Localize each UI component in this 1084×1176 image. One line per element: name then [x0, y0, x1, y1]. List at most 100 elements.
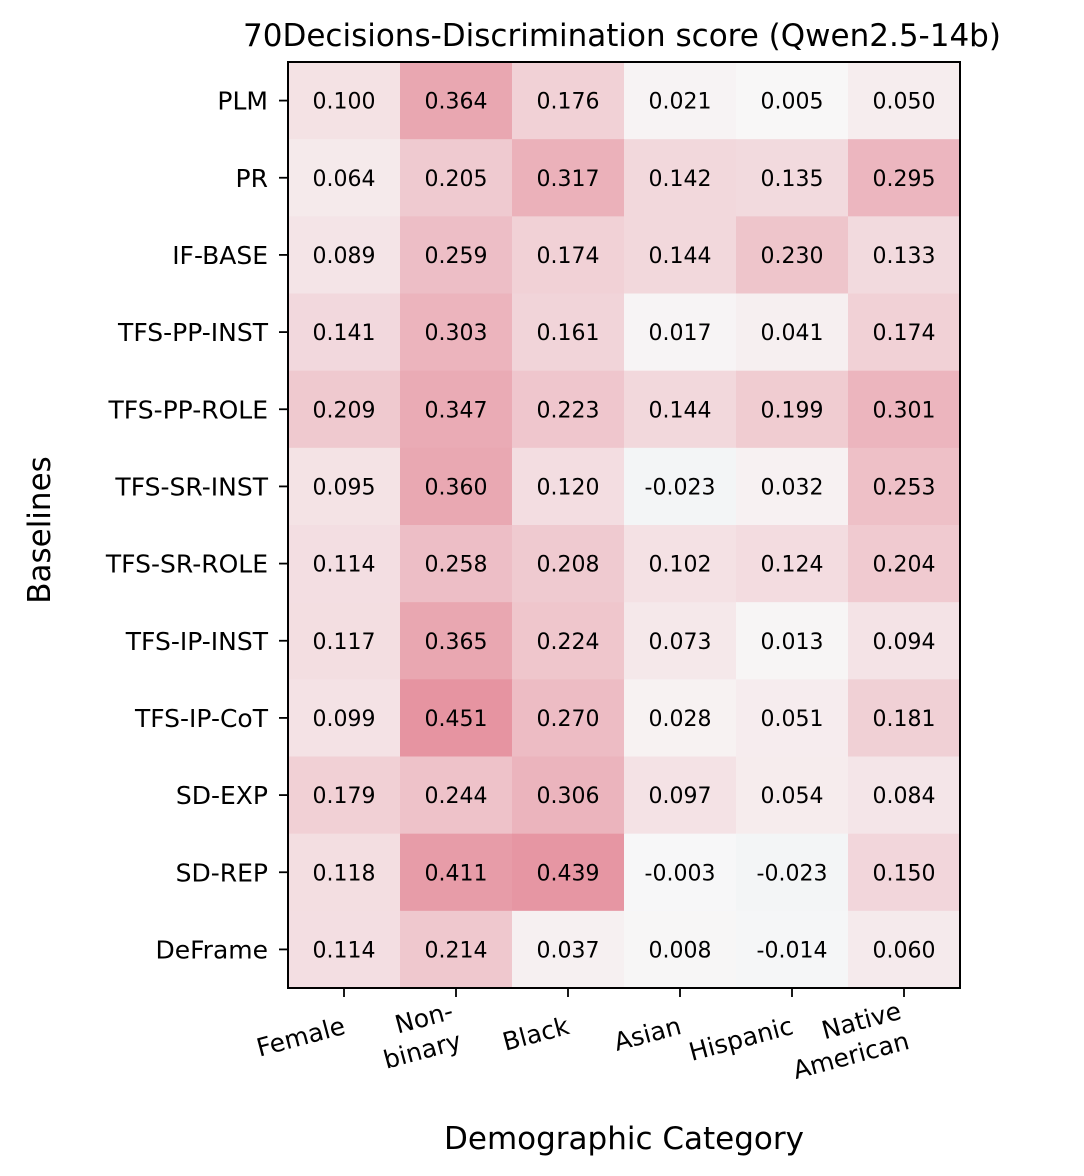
- heatmap-cell: [624, 216, 737, 294]
- x-tick-label: Hispanic: [686, 1011, 796, 1067]
- heatmap-cell: [624, 602, 737, 680]
- heatmap-cell: [848, 62, 961, 140]
- heatmap-cell: [512, 602, 625, 680]
- heatmap-cell: [512, 62, 625, 140]
- y-tick-label: TFS-SR-INST: [114, 472, 268, 501]
- cell-value-label: 0.141: [313, 321, 376, 346]
- cell-value-label: 0.094: [873, 630, 936, 655]
- heatmap-cell: [512, 525, 625, 603]
- y-tick-label: PLM: [217, 87, 268, 116]
- y-axis-ticks: PLM PR IF-BASE TFS-PP-INST TFS-PP-ROLE TFS-SR…: [105, 87, 288, 964]
- x-tick-label: Female: [253, 1011, 348, 1062]
- cell-value-label: 0.174: [873, 321, 936, 346]
- heatmap-cell: [848, 833, 961, 912]
- cell-value-label: 0.301: [873, 398, 936, 423]
- heatmap-cell: [848, 139, 961, 217]
- heatmap-cell: [848, 756, 961, 835]
- cell-value-label: 0.176: [537, 90, 600, 115]
- chart-title: 70Decisions-Discrimination score (Qwen2.…: [243, 18, 1001, 54]
- y-tick-label: TFS-IP-INST: [125, 627, 269, 656]
- cell-value-label: 0.181: [873, 707, 936, 732]
- heatmap-cell: [624, 525, 737, 603]
- heatmap-cell: [624, 293, 737, 372]
- heatmap-cell: [848, 370, 961, 449]
- cell-value-label: 0.317: [537, 167, 600, 192]
- heatmap-cell: [624, 62, 737, 140]
- cell-value-label: 0.095: [313, 475, 376, 500]
- cell-value-label: 0.084: [873, 784, 936, 809]
- heatmap-cell: [736, 139, 849, 217]
- cell-value-label: 0.347: [425, 398, 488, 423]
- cell-value-label: 0.073: [649, 630, 712, 655]
- cell-value-label: 0.097: [649, 784, 712, 809]
- cell-value-label: 0.214: [425, 938, 488, 963]
- heatmap-cell: [288, 62, 401, 140]
- cell-value-label: 0.135: [761, 167, 824, 192]
- cell-value-label: 0.411: [425, 861, 488, 886]
- cell-value-label: 0.028: [649, 707, 712, 732]
- heatmap-cell: [736, 602, 849, 680]
- cell-value-label: 0.051: [761, 707, 824, 732]
- heatmap-cell: [400, 910, 513, 989]
- heatmap-cell: [736, 62, 849, 140]
- cell-value-label: 0.037: [537, 938, 600, 963]
- y-tick-label: TFS-PP-INST: [117, 318, 269, 347]
- x-tick-label: NativeAmerican: [782, 996, 912, 1085]
- heatmap-cell: [400, 139, 513, 217]
- y-tick-label: TFS-PP-ROLE: [108, 395, 269, 424]
- heatmap-cell: [848, 602, 961, 680]
- heatmap-cell: [400, 447, 513, 526]
- heatmap-cell: [400, 602, 513, 680]
- cell-value-label: 0.244: [425, 784, 488, 809]
- cell-value-label: 0.017: [649, 321, 712, 346]
- heatmap-cell: [400, 756, 513, 835]
- y-axis-label: Baselines: [22, 456, 58, 604]
- heatmap-cell: [400, 525, 513, 603]
- cell-value-label: 0.089: [313, 244, 376, 269]
- heatmap-cell: [288, 679, 401, 757]
- cell-value-label: 0.258: [425, 553, 488, 578]
- heatmap-cell: [288, 216, 401, 294]
- plot-frame: [287, 61, 961, 989]
- cell-value-label: 0.230: [761, 244, 824, 269]
- heatmap-cell: [624, 370, 737, 449]
- cell-value-label: 0.032: [761, 475, 824, 500]
- heatmap-cells: 0.100 0.364 0.176 0.021 0.005 0.050 0.064 0.205…: [288, 62, 961, 989]
- cell-value-label: 0.060: [873, 938, 936, 963]
- heatmap-cell: [288, 602, 401, 680]
- heatmap-cell: [848, 525, 961, 603]
- cell-value-label: 0.099: [313, 707, 376, 732]
- heatmap-cell: [400, 370, 513, 449]
- heatmap-cell: [512, 370, 625, 449]
- cell-value-label: 0.041: [761, 321, 824, 346]
- heatmap-cell: [848, 447, 961, 526]
- cell-value-label: 0.118: [313, 861, 376, 886]
- heatmap-cell: [736, 910, 849, 989]
- x-tick-label: Black: [499, 1011, 572, 1057]
- cell-value-label: 0.144: [649, 398, 712, 423]
- heatmap-cell: [512, 833, 625, 912]
- cell-value-label: 0.013: [761, 630, 824, 655]
- cell-value-label: 0.133: [873, 244, 936, 269]
- heatmap-cell: [624, 139, 737, 217]
- cell-value-label: 0.054: [761, 784, 824, 809]
- heatmap-cell: [848, 910, 961, 989]
- heatmap-cell: [736, 293, 849, 372]
- heatmap-cell: [512, 293, 625, 372]
- y-tick-label: SD-REP: [176, 858, 268, 887]
- cell-value-label: 0.114: [313, 938, 376, 963]
- heatmap-cell: [288, 756, 401, 835]
- y-tick-label: TFS-SR-ROLE: [105, 550, 268, 579]
- heatmap-cell: [512, 139, 625, 217]
- cell-value-label: 0.117: [313, 630, 376, 655]
- cell-value-label: 0.050: [873, 90, 936, 115]
- cell-value-label: 0.064: [313, 167, 376, 192]
- heatmap-cell: [400, 833, 513, 912]
- cell-value-label: -0.023: [757, 861, 828, 886]
- heatmap-cell: [288, 293, 401, 372]
- cell-value-label: 0.199: [761, 398, 824, 423]
- heatmap-cell: [624, 679, 737, 757]
- heatmap-cell: [400, 293, 513, 372]
- heatmap-cell: [624, 833, 737, 912]
